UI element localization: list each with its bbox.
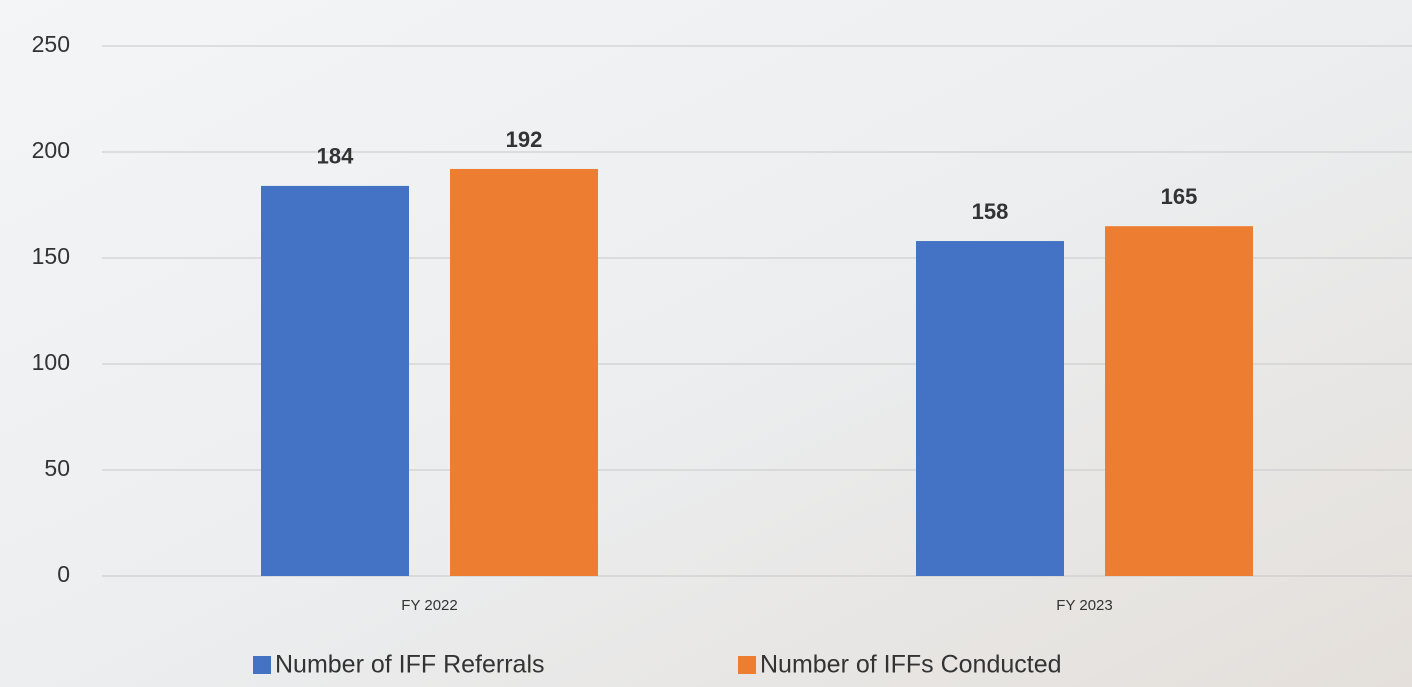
- value-label: 192: [506, 127, 543, 152]
- bar: [450, 169, 598, 576]
- bar: [261, 186, 409, 576]
- legend-label: Number of IFF Referrals: [275, 651, 545, 679]
- y-tick-label: 50: [44, 455, 70, 481]
- y-tick-label: 100: [32, 349, 70, 375]
- bar: [1105, 226, 1253, 576]
- bar: [916, 241, 1064, 576]
- y-tick-label: 0: [57, 561, 70, 587]
- y-tick-label: 250: [32, 31, 70, 57]
- legend-swatch: [738, 656, 756, 674]
- value-label: 184: [317, 144, 354, 169]
- y-tick-label: 200: [32, 137, 70, 163]
- y-tick-label: 150: [32, 243, 70, 269]
- value-label: 158: [972, 199, 1009, 224]
- legend-label: Number of IFFs Conducted: [760, 651, 1062, 679]
- x-tick-label: FY 2022: [401, 597, 457, 614]
- x-tick-label: FY 2023: [1056, 597, 1112, 614]
- value-label: 165: [1161, 184, 1198, 209]
- chart: 0 50 100 150 200 250 FY 2022 184 192 FY 2023 158 16…: [0, 0, 1412, 687]
- legend-swatch: [253, 656, 271, 674]
